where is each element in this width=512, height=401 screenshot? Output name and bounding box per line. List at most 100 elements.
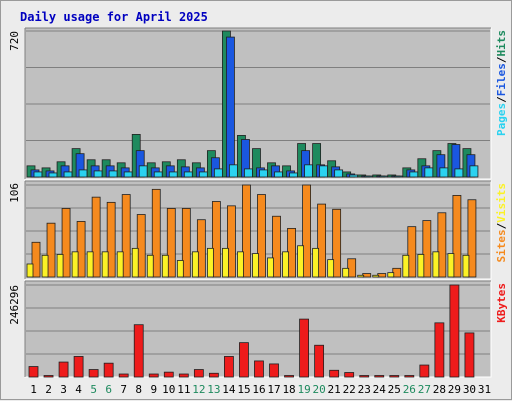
bar-kbytes: [148, 373, 159, 378]
bar-sites: [252, 253, 259, 278]
bar-pages: [394, 175, 404, 178]
bar-visits: [61, 208, 71, 278]
bar-pages: [379, 175, 389, 178]
bar-kbytes: [254, 360, 264, 378]
bar-sites: [116, 251, 124, 278]
bar-pages: [319, 165, 329, 178]
x-tick-label: 25: [388, 383, 401, 396]
bar-pages: [409, 171, 419, 178]
bar-kbytes: [103, 362, 114, 378]
bar-visits: [76, 221, 86, 278]
bar-visits: [272, 215, 281, 278]
bar-visits: [242, 184, 251, 278]
bar-visits: [181, 208, 191, 278]
x-tick-label: 23: [358, 383, 371, 396]
scale-max-label: 720: [8, 31, 21, 51]
bar-visits: [347, 258, 357, 278]
bar-sites: [342, 267, 350, 278]
bar-sites: [447, 253, 455, 278]
x-tick-label: 27: [418, 383, 431, 396]
bar-visits: [437, 212, 447, 278]
bar-kbytes: [404, 375, 415, 378]
bar-kbytes: [344, 372, 355, 378]
bar-kbytes: [73, 356, 84, 378]
bar-sites: [267, 257, 274, 278]
bar-pages: [108, 170, 118, 178]
bar-visits: [332, 208, 342, 278]
x-tick-label: 26: [403, 383, 416, 396]
bar-pages: [78, 169, 88, 178]
bar-sites: [222, 247, 229, 278]
x-tick-label: 14: [222, 383, 236, 396]
bar-pages: [244, 168, 253, 178]
bar-sites: [282, 251, 289, 278]
bar-visits: [136, 214, 146, 278]
bar-pages: [138, 165, 148, 178]
bar-kbytes: [118, 373, 129, 378]
bar-sites: [327, 259, 335, 278]
x-tick-label: 29: [448, 383, 461, 396]
series-axis-label: Pages/Files/Hits: [495, 30, 508, 136]
bar-sites: [86, 251, 94, 278]
bar-sites: [312, 247, 320, 278]
bar-pages: [198, 171, 208, 178]
bar-sites: [161, 254, 169, 278]
bar-kbytes: [284, 375, 294, 378]
bar-visits: [422, 220, 432, 278]
bar-visits: [407, 226, 417, 278]
bar-pages: [259, 169, 268, 178]
scale-max-label: 106: [8, 183, 21, 203]
axis-label-part: /: [495, 96, 508, 103]
bar-sites: [417, 254, 425, 278]
x-tick-label: 4: [75, 383, 82, 396]
bar-kbytes: [329, 369, 340, 378]
bar-sites: [176, 260, 184, 278]
bar-visits: [31, 241, 41, 278]
bar-sites: [101, 251, 109, 278]
bar-visits: [452, 195, 462, 278]
bar-sites: [41, 254, 49, 278]
x-tick-label: 24: [373, 383, 387, 396]
bar-kbytes: [43, 375, 54, 378]
bar-kbytes: [389, 375, 400, 378]
x-tick-label: 21: [328, 383, 341, 396]
bar-pages: [93, 170, 103, 178]
bar-kbytes: [299, 318, 309, 378]
x-tick-label: 12: [192, 383, 205, 396]
bar-kbytes: [28, 366, 39, 378]
bar-pages: [469, 165, 479, 178]
bar-visits: [91, 196, 101, 278]
x-tick-label: 3: [60, 383, 67, 396]
bar-visits: [317, 203, 327, 278]
x-tick-label: 18: [282, 383, 295, 396]
bar-pages: [48, 172, 58, 178]
bar-sites: [297, 245, 304, 278]
bar-pages: [229, 164, 238, 178]
series-axis-label: Sites/Visits: [495, 183, 508, 263]
bar-visits: [166, 208, 176, 278]
bar-pages: [63, 171, 73, 178]
bar-sites: [357, 274, 365, 278]
x-tick-label: 9: [150, 383, 157, 396]
x-tick-label: 19: [297, 383, 310, 396]
x-tick-label: 1: [30, 383, 37, 396]
bar-visits: [196, 219, 206, 278]
bar-visits: [121, 194, 131, 278]
bar-sites: [237, 251, 244, 278]
x-tick-label: 16: [252, 383, 265, 396]
bar-kbytes: [133, 324, 144, 378]
bar-kbytes: [208, 372, 219, 378]
bar-sites: [26, 263, 34, 278]
bar-sites: [432, 251, 440, 278]
bar-visits: [106, 201, 116, 278]
bar-kbytes: [224, 356, 234, 378]
x-tick-label: 31: [478, 383, 491, 396]
bar-pages: [334, 169, 344, 178]
bar-kbytes: [269, 363, 279, 378]
bar-pages: [213, 168, 223, 178]
bar-kbytes: [449, 284, 460, 378]
bar-kbytes: [88, 369, 99, 378]
bar-pages: [454, 168, 464, 178]
bar-sites: [146, 254, 154, 278]
